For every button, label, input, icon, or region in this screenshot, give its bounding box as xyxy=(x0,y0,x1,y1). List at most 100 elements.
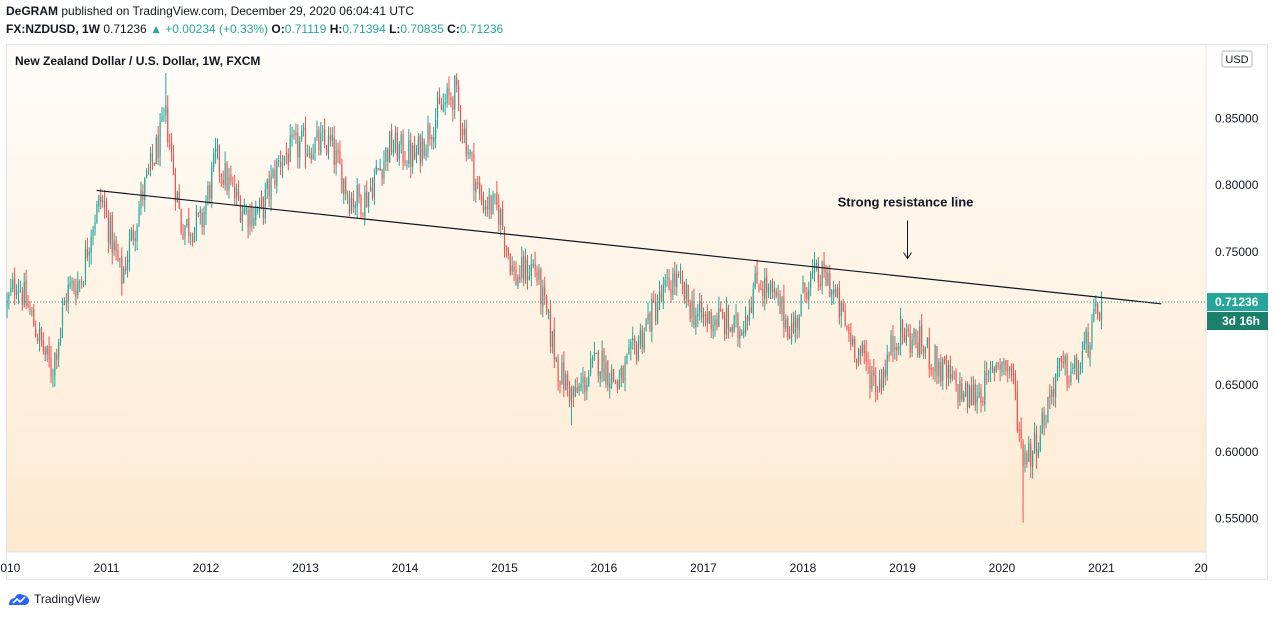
candle-body xyxy=(490,195,492,215)
candle-body xyxy=(521,257,523,278)
candle-body xyxy=(100,196,102,202)
candle-body xyxy=(280,161,282,167)
candle-body xyxy=(1077,370,1080,382)
candle-body xyxy=(84,248,87,282)
candle-body xyxy=(46,345,48,355)
candle-body xyxy=(947,364,950,378)
candle-body xyxy=(1005,359,1007,371)
candle-body xyxy=(354,204,356,209)
candle-body xyxy=(919,327,921,357)
candle-body xyxy=(702,314,705,319)
candle-body xyxy=(972,384,974,405)
candle-body xyxy=(61,307,64,327)
candle-body xyxy=(96,203,98,223)
candle-body xyxy=(936,346,938,377)
candle-body xyxy=(643,332,645,350)
candle-body xyxy=(802,281,804,294)
candle-body xyxy=(433,137,435,142)
candle-body xyxy=(1081,350,1083,364)
candle-body xyxy=(861,342,863,353)
candle-body xyxy=(366,191,368,207)
currency-badge[interactable]: USD xyxy=(1221,50,1253,68)
candle-body xyxy=(27,303,29,308)
candle-body xyxy=(708,311,710,324)
candle-body xyxy=(815,262,818,266)
candle-body xyxy=(247,210,249,227)
candle-body xyxy=(974,384,976,406)
candle-body xyxy=(572,386,574,397)
candle-body xyxy=(396,132,398,162)
candle-body xyxy=(306,153,309,157)
candle-body xyxy=(456,77,458,85)
candle-body xyxy=(94,223,96,230)
candle-body xyxy=(877,392,879,394)
published-text: published on TradingView.com, December 2… xyxy=(61,4,415,18)
drawings[interactable]: Strong resistance line 0.71236 3d 16h xyxy=(7,189,1268,331)
candle-body xyxy=(1064,356,1066,365)
candle-body xyxy=(662,285,664,302)
candle-body xyxy=(473,154,475,191)
candle-body xyxy=(126,259,129,270)
candle-body xyxy=(459,107,462,130)
annotation-text[interactable]: Strong resistance line xyxy=(838,194,974,209)
candle-body xyxy=(119,258,121,260)
x-tick-label: 20 xyxy=(1194,561,1208,575)
x-tick-label: 2013 xyxy=(292,561,319,575)
candle-body xyxy=(192,236,194,242)
candle-body xyxy=(723,315,726,334)
candle-body xyxy=(360,194,362,215)
candle-body xyxy=(555,357,557,362)
x-tick-label: 2012 xyxy=(193,561,220,575)
candle-body xyxy=(1037,449,1039,456)
candle-body xyxy=(727,307,729,329)
open-value: 0.71119 xyxy=(284,22,327,36)
candle-body xyxy=(125,266,127,272)
candle-body xyxy=(251,207,253,227)
candle-body xyxy=(984,370,986,405)
resistance-trend-line[interactable] xyxy=(96,189,1162,305)
candle-body xyxy=(444,102,446,105)
candle-body xyxy=(140,189,142,209)
candle-body xyxy=(829,273,831,297)
candle-body xyxy=(63,300,66,306)
candle-body xyxy=(268,178,270,197)
candle-body xyxy=(77,281,79,296)
candle-body xyxy=(706,314,708,323)
candle-body xyxy=(299,141,301,158)
candle-body xyxy=(731,326,733,332)
candle-body xyxy=(934,345,936,372)
candle-body xyxy=(658,290,661,306)
candle-body xyxy=(113,241,115,251)
candle-body xyxy=(301,131,303,140)
candle-body xyxy=(457,85,460,106)
candle-body xyxy=(136,226,138,241)
candle-body xyxy=(274,170,276,185)
candle-body xyxy=(404,161,406,164)
candle-body xyxy=(762,288,764,296)
candle-body xyxy=(666,277,668,279)
candle-body xyxy=(492,193,494,215)
candle-body xyxy=(54,352,56,376)
candle-body xyxy=(480,195,483,201)
candle-body xyxy=(980,389,982,403)
candle-body xyxy=(988,371,990,374)
candle-body xyxy=(199,210,201,214)
candle-body xyxy=(503,229,506,248)
publisher-name[interactable]: DeGRAM xyxy=(6,4,59,18)
chart-title: New Zealand Dollar / U.S. Dollar, 1W, FX… xyxy=(15,54,260,68)
last-price-badge xyxy=(1207,293,1268,312)
candle-body xyxy=(207,185,209,200)
candle-body xyxy=(553,328,555,360)
candle-body xyxy=(17,290,20,294)
candle-body xyxy=(601,351,603,373)
tradingview-brand[interactable]: TradingView xyxy=(8,592,100,606)
candle-body xyxy=(781,296,783,313)
candle-body xyxy=(878,379,881,392)
candle-body xyxy=(1066,355,1068,385)
candle-body xyxy=(783,296,785,327)
candle-body xyxy=(792,321,795,333)
candle-body xyxy=(806,291,808,299)
y-tick-label: 0.85000 xyxy=(1215,111,1259,125)
candle-body xyxy=(498,204,500,225)
